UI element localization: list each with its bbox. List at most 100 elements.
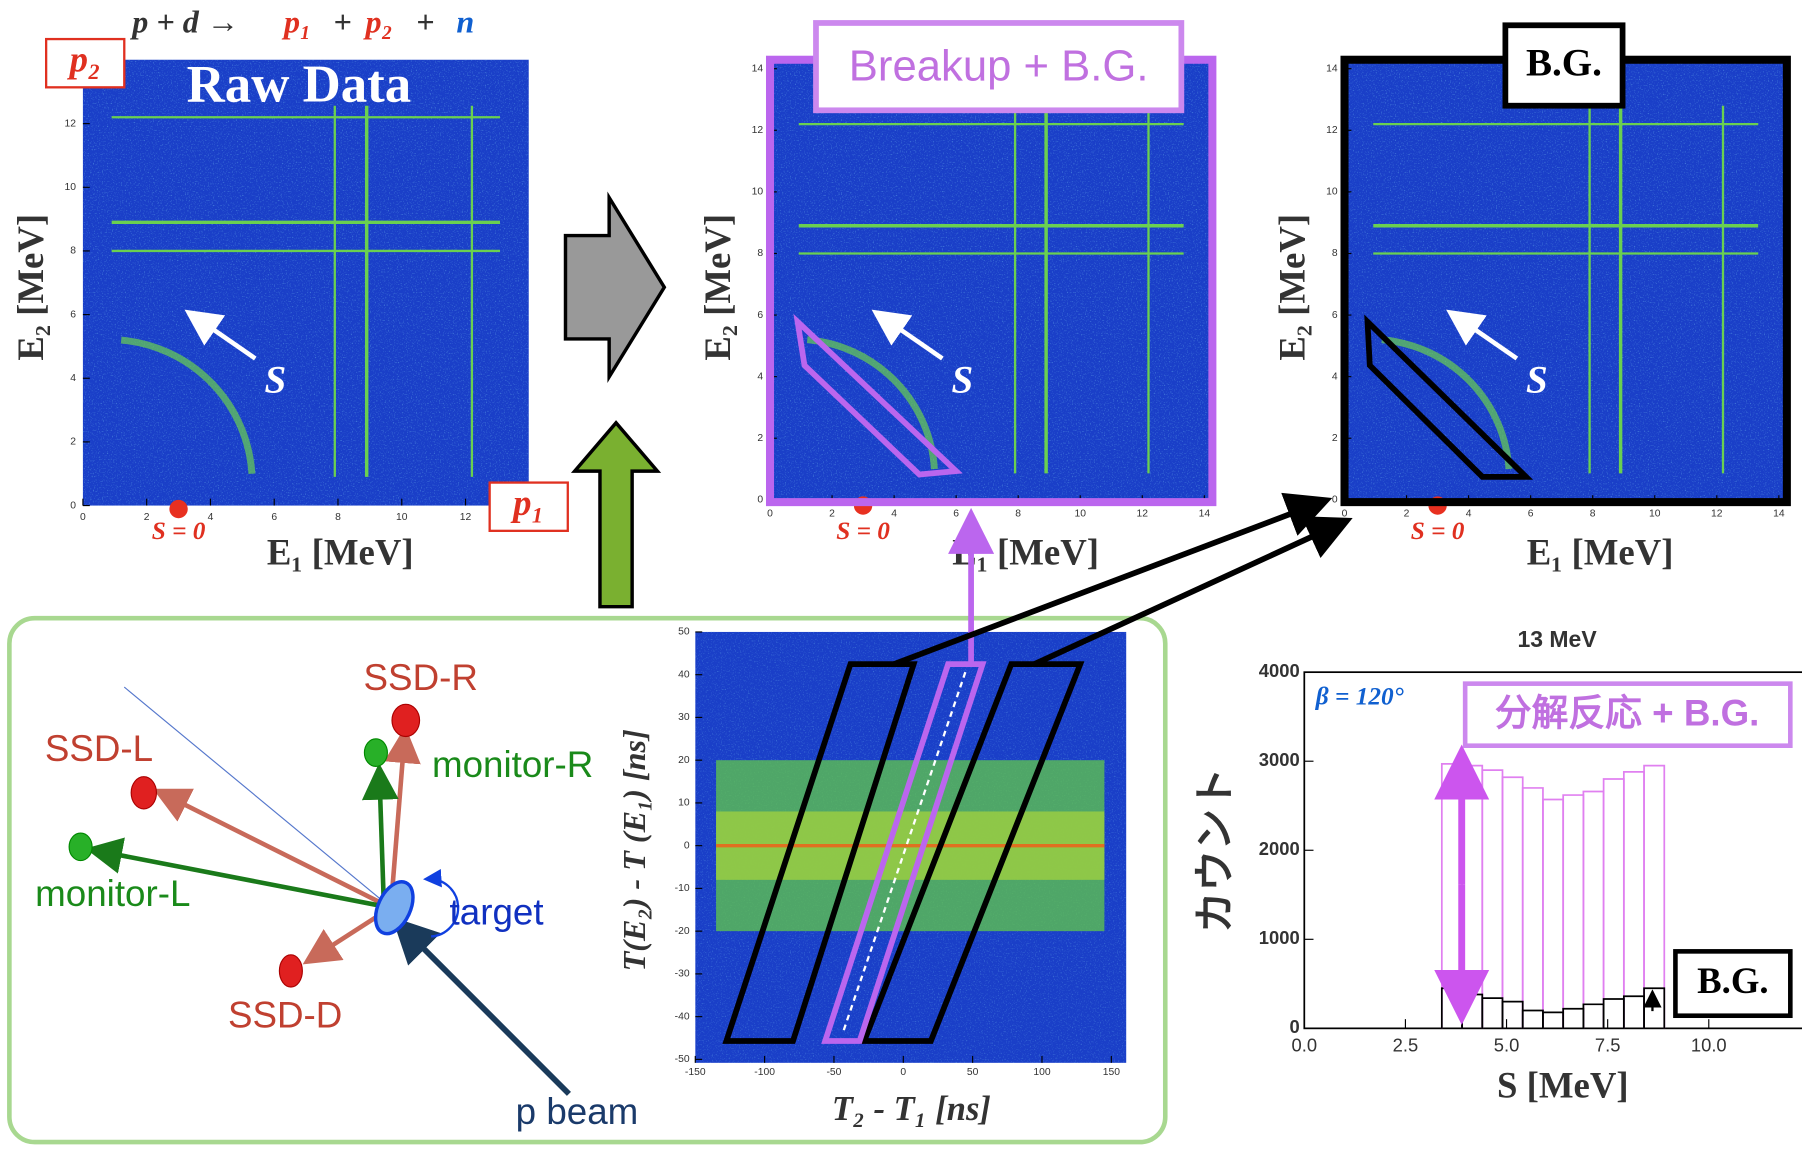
y-tick-label: 10 [65, 182, 77, 193]
gate [793, 313, 963, 478]
s-arrow [871, 309, 944, 361]
s-arrow [1446, 309, 1519, 361]
x-tick-label: -50 [826, 1067, 841, 1078]
y-tick-label: 0 [684, 840, 690, 851]
hist-bin [1501, 776, 1524, 1029]
x-tick-label: 150 [1103, 1067, 1120, 1078]
gate [860, 661, 1085, 1044]
y-axis-label: E₂ [MeV] [1272, 214, 1313, 361]
setup-label: p beam [516, 1091, 639, 1132]
hist-bin [1643, 764, 1666, 1029]
heatmap-noise [82, 59, 529, 506]
panel-title: Breakup + B.G. [849, 41, 1149, 90]
hist-bin [1562, 794, 1585, 1029]
setup-label: target [450, 891, 544, 932]
x-tick-label: 0 [1342, 508, 1348, 519]
x-axis-label: E₁ [MeV] [952, 532, 1099, 573]
y-tick-label: 3000 [1259, 749, 1300, 770]
hist-bin [1481, 997, 1504, 1029]
title-box [1502, 22, 1626, 109]
x-axis-label: E₁ [MeV] [1527, 532, 1674, 573]
locus [1381, 336, 1513, 470]
reaction: p₁ [281, 4, 311, 40]
y-tick-label: -50 [675, 1054, 690, 1065]
legend-box [1462, 681, 1793, 748]
x-tick-label: 6 [1528, 508, 1534, 519]
setup-label: monitor-L [35, 873, 190, 914]
x-axis-label: E₁ [MeV] [267, 532, 414, 573]
s-label: S [1526, 359, 1548, 402]
setup-label: SSD-L [45, 728, 153, 769]
y-tick-label: 14 [1326, 63, 1338, 74]
x-tick-label: 2 [1404, 508, 1410, 519]
x-tick-label: 2.5 [1393, 1035, 1419, 1056]
x-tick-label: 0 [900, 1067, 906, 1078]
x-tick-label: 14 [1773, 508, 1785, 519]
y-tick-label: 10 [678, 798, 690, 809]
x-tick-label: 12 [1711, 508, 1723, 519]
x-tick-label: 50 [967, 1067, 979, 1078]
s0-label: S = 0 [836, 517, 890, 545]
link [893, 492, 1333, 667]
hist-bin [1582, 1003, 1605, 1029]
y-tick-label: 2000 [1259, 838, 1300, 859]
y-tick-label: 10 [1326, 187, 1338, 198]
hist-bin [1602, 998, 1625, 1029]
setup-label: SSD-R [364, 657, 478, 698]
x-tick-label: 4 [891, 508, 897, 519]
y-axis-label: T(E₂) - T (E₁) [ns] [616, 729, 652, 971]
y-tick-label: 2 [1332, 433, 1338, 444]
hist-bin [1562, 1007, 1585, 1029]
x-tick-label: 10 [1649, 508, 1661, 519]
y-tick-label: 50 [678, 627, 690, 638]
y-tick-label: 4000 [1259, 660, 1300, 681]
s0-marker [169, 499, 188, 519]
y-tick-label: 6 [1332, 310, 1338, 321]
hist-bin [1481, 769, 1504, 1029]
y-tick-label: 0 [70, 500, 76, 511]
x-tick-label: 0 [767, 508, 773, 519]
tag-box [44, 37, 126, 89]
y-tick-label: 6 [70, 309, 76, 320]
beta: β = 120° [1315, 682, 1404, 710]
x-tick-label: 5.0 [1494, 1035, 1520, 1056]
y-tick-label: 8 [757, 248, 763, 259]
y-tick-label: -10 [675, 883, 690, 894]
hist-bin [1521, 787, 1544, 1029]
title-box [813, 20, 1185, 114]
tag: p₂ [67, 39, 101, 80]
y-tick-label: 8 [1332, 248, 1338, 259]
hist-bin [1622, 995, 1645, 1029]
legend-box [1673, 949, 1793, 1019]
tag: p₁ [510, 482, 544, 523]
locus [120, 336, 256, 474]
y-tick-label: 4 [70, 373, 76, 384]
hist-bin [1542, 798, 1565, 1029]
y-tick-label: 4 [757, 371, 763, 382]
y-tick-label: -40 [675, 1011, 690, 1022]
x-tick-label: 4 [1466, 508, 1472, 519]
y-tick-label: 1000 [1259, 927, 1300, 948]
x-tick-label: 8 [1015, 508, 1021, 519]
y-tick-label: 12 [65, 118, 77, 129]
y-tick-label: 0 [1289, 1016, 1299, 1037]
hist-bin [1501, 1000, 1524, 1029]
reaction: + [333, 4, 351, 40]
y-tick-label: -20 [675, 926, 690, 937]
y-tick-label: -30 [675, 969, 690, 980]
gate-center [841, 671, 967, 1035]
setup-box [7, 615, 1168, 1145]
s-label: S [952, 359, 974, 402]
y-tick-label: 14 [752, 63, 764, 74]
x-tick-label: -150 [685, 1067, 706, 1078]
y-tick-label: 4 [1332, 371, 1338, 382]
x-tick-label: 10.0 [1691, 1035, 1727, 1056]
hist-bin [1582, 790, 1605, 1029]
link [1033, 516, 1353, 667]
x-tick-label: 12 [460, 512, 472, 523]
hist-title: 13 MeV [1517, 626, 1597, 652]
y-tick-label: 8 [70, 246, 76, 257]
y-tick-label: 12 [1326, 125, 1338, 136]
y-tick-label: 40 [678, 669, 690, 680]
